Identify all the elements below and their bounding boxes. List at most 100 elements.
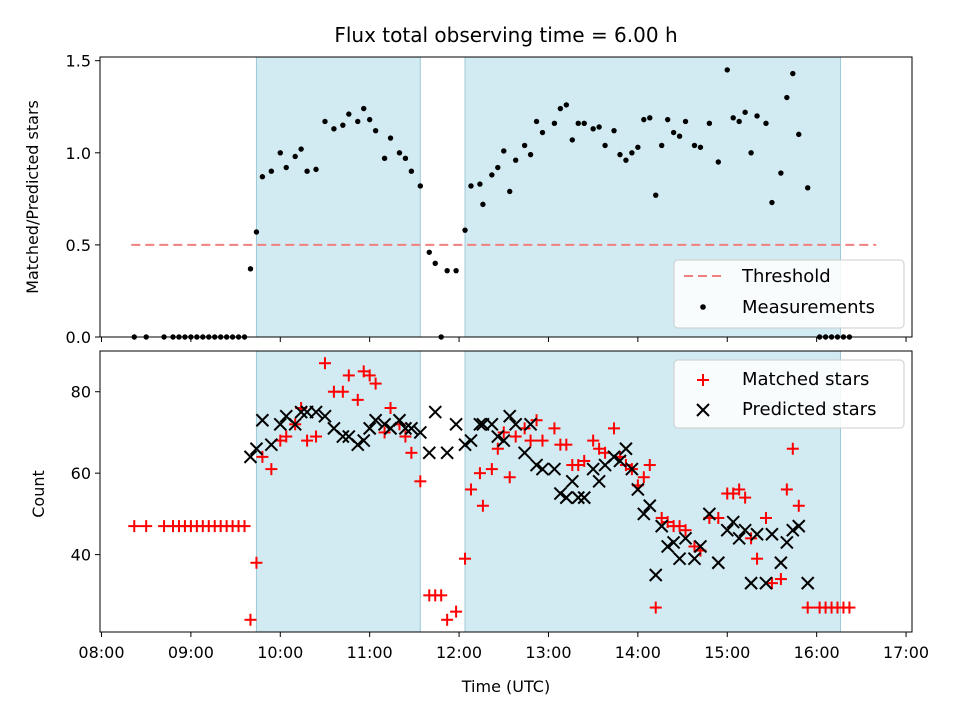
measurement-point: [805, 185, 811, 191]
matched-star-point: [560, 438, 573, 451]
predicted-star-point: [497, 433, 511, 448]
measurement-point: [396, 150, 403, 156]
measurement-point: [346, 111, 352, 117]
measurement-point: [635, 144, 641, 150]
matched-star-point: [244, 613, 257, 626]
predicted-star-point: [336, 429, 350, 444]
matched-star-point: [405, 446, 418, 459]
measurement-point: [754, 113, 760, 119]
matched-star-point: [745, 532, 758, 545]
legend-measurements-swatch: [700, 304, 706, 310]
measurement-point: [381, 155, 388, 162]
matched-star-point: [751, 552, 764, 565]
measurement-point: [453, 267, 459, 274]
predicted-star-point: [422, 446, 436, 460]
predicted-star-point: [637, 507, 651, 521]
x-tick-label: 14:00: [615, 643, 661, 662]
predicted-star-point: [607, 450, 621, 464]
measurement-point: [372, 127, 379, 134]
measurement-point: [468, 183, 474, 189]
x-tick-label: 15:00: [704, 643, 750, 662]
measurement-point: [682, 118, 689, 125]
bottom-x-ticks: 08:00 09:00 10:00 11:00 12:00 13:00 14:00 15:00…: [78, 632, 929, 662]
predicted-star-point: [631, 482, 645, 497]
predicted-star-point: [660, 539, 675, 554]
top-legend-box: [673, 259, 905, 329]
bottom-legend-box: [673, 359, 905, 429]
predicted-star-point: [449, 417, 463, 432]
measurement-point: [313, 166, 319, 173]
matched-star-point: [301, 434, 314, 447]
matched-star-point: [414, 475, 427, 488]
matched-star-point: [530, 414, 543, 427]
legend-measurements-label: Measurements: [742, 297, 875, 318]
measurement-point: [590, 126, 596, 132]
matched-star-point: [843, 601, 856, 614]
measurement-point: [551, 120, 558, 127]
measurement-point: [539, 129, 546, 136]
x-tick-label: 17:00: [883, 643, 929, 662]
matched-star-point: [578, 454, 591, 467]
measurement-point: [697, 144, 704, 150]
matched-star-point: [473, 467, 486, 480]
predicted-star-point: [368, 413, 383, 427]
x-axis-label: Time (UTC): [461, 677, 550, 696]
legend-matched-label: Matched stars: [742, 369, 869, 390]
measurement-point: [277, 150, 283, 156]
measurement-point: [596, 124, 602, 130]
measurement-point: [563, 102, 570, 108]
predicted-star-point: [702, 507, 717, 521]
matched-star-point: [792, 499, 805, 512]
predicted-star-point: [464, 433, 478, 448]
measurement-point: [268, 168, 275, 174]
matched-star-point: [441, 613, 454, 626]
matched-star-point: [780, 483, 793, 496]
predicted-star-point: [750, 527, 764, 541]
measurement-point: [670, 129, 677, 136]
predicted-star-point: [351, 437, 365, 452]
predicted-star-point: [362, 421, 377, 436]
bottom-panel: Count Time (UTC) 40 60 80 08:00 09:00 10:00 1…: [29, 350, 929, 696]
predicted-star-point: [428, 405, 442, 419]
measurement-point: [292, 153, 298, 160]
matched-star-point: [238, 520, 251, 533]
predicted-star-point: [800, 576, 815, 590]
matched-star-point: [509, 430, 522, 443]
matched-star-point: [384, 402, 397, 415]
shaded-interval-1: [255, 350, 421, 633]
predicted-star-point: [398, 421, 413, 436]
legend-threshold-label: Threshold: [741, 266, 831, 287]
top-x-ticks: [100, 337, 907, 342]
predicted-star-point: [711, 556, 726, 570]
measurement-point: [361, 105, 367, 112]
measurement-point: [477, 181, 483, 187]
matched-star-points: [128, 357, 856, 626]
measurement-point: [426, 249, 432, 255]
predicted-star-point: [774, 556, 788, 570]
matched-star-point: [497, 426, 510, 439]
measurement-point: [623, 157, 629, 163]
matched-star-point: [476, 499, 489, 512]
predicted-star-point: [672, 551, 687, 566]
predicted-star-point: [440, 446, 454, 460]
measurement-point: [408, 168, 415, 174]
matched-star-point: [140, 520, 153, 533]
predicted-star-point: [413, 425, 428, 440]
measurement-point: [581, 120, 587, 127]
measurement-point: [569, 137, 576, 143]
measurement-point: [557, 105, 564, 112]
measurement-point: [259, 174, 266, 180]
predicted-star-point: [255, 413, 270, 427]
chart-title: Flux total observing time = 6.00 h: [334, 23, 677, 47]
x-tick-label: 08:00: [78, 643, 124, 662]
bottom-y-tick-label: 60: [71, 464, 91, 483]
matched-star-point: [608, 422, 621, 435]
matched-star-point: [265, 463, 278, 476]
predicted-star-point: [392, 413, 407, 427]
predicted-star-point: [693, 539, 708, 554]
matched-star-point: [548, 422, 561, 435]
matched-star-point: [637, 471, 650, 484]
predicted-star-point: [309, 405, 323, 419]
matched-star-point: [649, 601, 662, 614]
